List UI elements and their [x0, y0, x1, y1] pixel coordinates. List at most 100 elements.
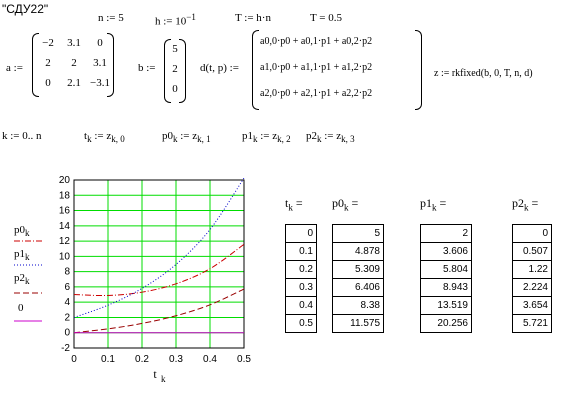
t-subscript: k — [87, 134, 92, 145]
table-header-sub: k — [288, 202, 293, 213]
table-cell: 20.256 — [420, 314, 472, 333]
legend-p2-sub: k — [25, 276, 30, 287]
y-tick-label: 8 — [64, 267, 70, 278]
right-bracket — [179, 39, 186, 103]
p2-definition[interactable]: p2k := zk, 3 — [306, 130, 355, 144]
table-cell: 3.654 — [512, 296, 552, 315]
table-cell: 1.22 — [512, 260, 552, 279]
vector-b-cell: 0 — [172, 83, 178, 95]
d-row-1: a1,0·p0 + a1,1·p1 + a1,2·p2 — [260, 62, 373, 73]
table-cell: 0.507 — [512, 242, 552, 261]
table-header-symbol: p0 — [332, 196, 344, 210]
table-header-symbol: t — [285, 196, 289, 210]
y-tick-label: 12 — [59, 236, 71, 247]
table-row: 0.2 — [285, 260, 317, 279]
h-base: h := 10 — [155, 15, 187, 28]
table-header-eq: = — [436, 196, 447, 210]
table-header-symbol: p2 — [512, 196, 524, 210]
x-axis-label: t — [153, 367, 157, 381]
table-cell: 8.943 — [420, 278, 472, 297]
y-tick-label: -2 — [61, 343, 70, 354]
n-definition[interactable]: n := 5 — [98, 12, 124, 24]
table-cell: 4.878 — [332, 242, 384, 261]
left-bracket — [164, 39, 171, 103]
matrix-a-cell: 0 — [97, 37, 103, 49]
matrix-a-cell: 3.1 — [93, 57, 107, 69]
table-row: 11.575 — [332, 314, 384, 333]
x-tick-label: 0.1 — [101, 354, 115, 365]
d-function-vector[interactable]: a0,0·p0 + a0,1·p1 + a0,2·p2 a1,0·p0 + a1… — [252, 30, 422, 110]
table-header-sub: k — [432, 202, 437, 213]
k-range[interactable]: k := 0.. n — [2, 130, 42, 142]
table-cell: 5.721 — [512, 314, 552, 333]
legend-zero-line — [14, 320, 42, 322]
y-tick-label: 14 — [59, 221, 71, 232]
table-cell: 3.606 — [420, 242, 472, 261]
matrix-a-cell: −2 — [42, 37, 54, 49]
table-row: 0.3 — [285, 278, 317, 297]
table-cell: 0.3 — [285, 278, 317, 297]
legend-p1-label: p1 — [14, 248, 25, 260]
table-row: 5.309 — [332, 260, 384, 279]
y-tick-label: 0 — [64, 328, 70, 339]
series-line-p2 — [73, 288, 245, 334]
x-tick-label: 0.4 — [203, 354, 217, 365]
matrix-a[interactable]: −2 3.1 0 2 2 3.1 0 2.1 −3.1 — [32, 33, 114, 97]
table-cell: 0.1 — [285, 242, 317, 261]
table-cell: 11.575 — [332, 314, 384, 333]
table-cell: 8.38 — [332, 296, 384, 315]
y-tick-label: 2 — [64, 312, 70, 323]
t-rhs-sub: k, 0 — [111, 134, 125, 145]
left-bracket — [252, 30, 259, 110]
legend-zero: 0 — [18, 302, 24, 314]
table-cell: 5.309 — [332, 260, 384, 279]
p1-rhs: := z — [257, 130, 278, 142]
p0-rhs: := z — [177, 130, 198, 142]
table-cell: 2.224 — [512, 278, 552, 297]
table-row: 8.943 — [420, 278, 472, 297]
table-header-p1: p1k = — [420, 196, 446, 212]
h-exponent: −1 — [186, 12, 196, 22]
table-header-p2: p2k = — [512, 196, 538, 212]
table-p2[interactable]: 0 0.507 1.22 2.224 3.654 5.721 — [512, 224, 552, 333]
table-row: 0 — [285, 224, 317, 243]
z-definition[interactable]: z := rkfixed(b, 0, T, n, d) — [434, 68, 533, 79]
table-row: 20.256 — [420, 314, 472, 333]
legend-p0-label: p0 — [14, 224, 25, 236]
table-row: 8.38 — [332, 296, 384, 315]
vector-b[interactable]: 5 2 0 — [164, 39, 186, 103]
legend-p2-label: p2 — [14, 272, 25, 284]
x-tick-label: 0.2 — [135, 354, 149, 365]
table-cell: 6.406 — [332, 278, 384, 297]
series-line-p0 — [73, 243, 245, 297]
d-row-2: a2,0·p0 + a2,1·p1 + a2,2·p2 — [260, 88, 373, 99]
legend-p0-sub: k — [25, 228, 30, 239]
h-definition[interactable]: h := 10−1 — [155, 12, 196, 28]
p0-definition[interactable]: p0k := zk, 1 — [162, 130, 211, 144]
table-row: 0.1 — [285, 242, 317, 261]
x-tick-label: 0.5 — [237, 354, 251, 365]
table-header-eq: = — [528, 196, 539, 210]
p2-rhs-sub: k, 3 — [341, 134, 355, 145]
right-bracket — [415, 30, 422, 110]
y-tick-label: 4 — [64, 297, 70, 308]
y-tick-label: 16 — [59, 206, 71, 217]
legend-p0: p0k — [14, 224, 30, 238]
b-label: b := — [138, 62, 156, 74]
d-label: d(t, p) := — [200, 62, 239, 74]
t-definition[interactable]: tk := zk, 0 — [84, 130, 125, 144]
table-t[interactable]: 0 0.1 0.2 0.3 0.4 0.5 — [285, 224, 317, 333]
table-cell: 0.4 — [285, 296, 317, 315]
table-row: 5.721 — [512, 314, 552, 333]
matrix-a-cell: 2 — [45, 57, 51, 69]
table-p1[interactable]: 2 3.606 5.804 8.943 13.519 20.256 — [420, 224, 472, 333]
T-value[interactable]: T = 0.5 — [310, 12, 342, 24]
legend-p1: p1k — [14, 248, 30, 262]
p1-definition[interactable]: p1k := zk, 2 — [242, 130, 291, 144]
y-tick-label: 6 — [64, 282, 70, 293]
T-definition[interactable]: T := h·n — [235, 12, 271, 24]
table-p0[interactable]: 5 4.878 5.309 6.406 8.38 11.575 — [332, 224, 384, 333]
table-row: 0.5 — [285, 314, 317, 333]
vector-b-cell: 5 — [172, 43, 178, 55]
